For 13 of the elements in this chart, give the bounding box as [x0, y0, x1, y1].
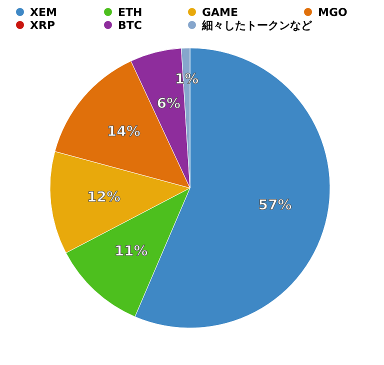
data-label: 6%: [156, 96, 181, 112]
data-label: 12%: [86, 189, 120, 206]
data-label: 11%: [114, 244, 148, 260]
legend-label: ETH: [118, 6, 142, 19]
legend-label: MGO: [318, 6, 348, 19]
legend-label: GAME: [202, 6, 238, 19]
legend-label: 細々したトークンなど: [201, 19, 313, 32]
legend-label: XRP: [30, 19, 56, 32]
data-label: 57%: [258, 197, 292, 214]
data-label: 1%: [174, 72, 199, 88]
legend-label: BTC: [118, 19, 142, 32]
legend-label: XEM: [30, 6, 57, 19]
data-label: 14%: [106, 124, 140, 140]
